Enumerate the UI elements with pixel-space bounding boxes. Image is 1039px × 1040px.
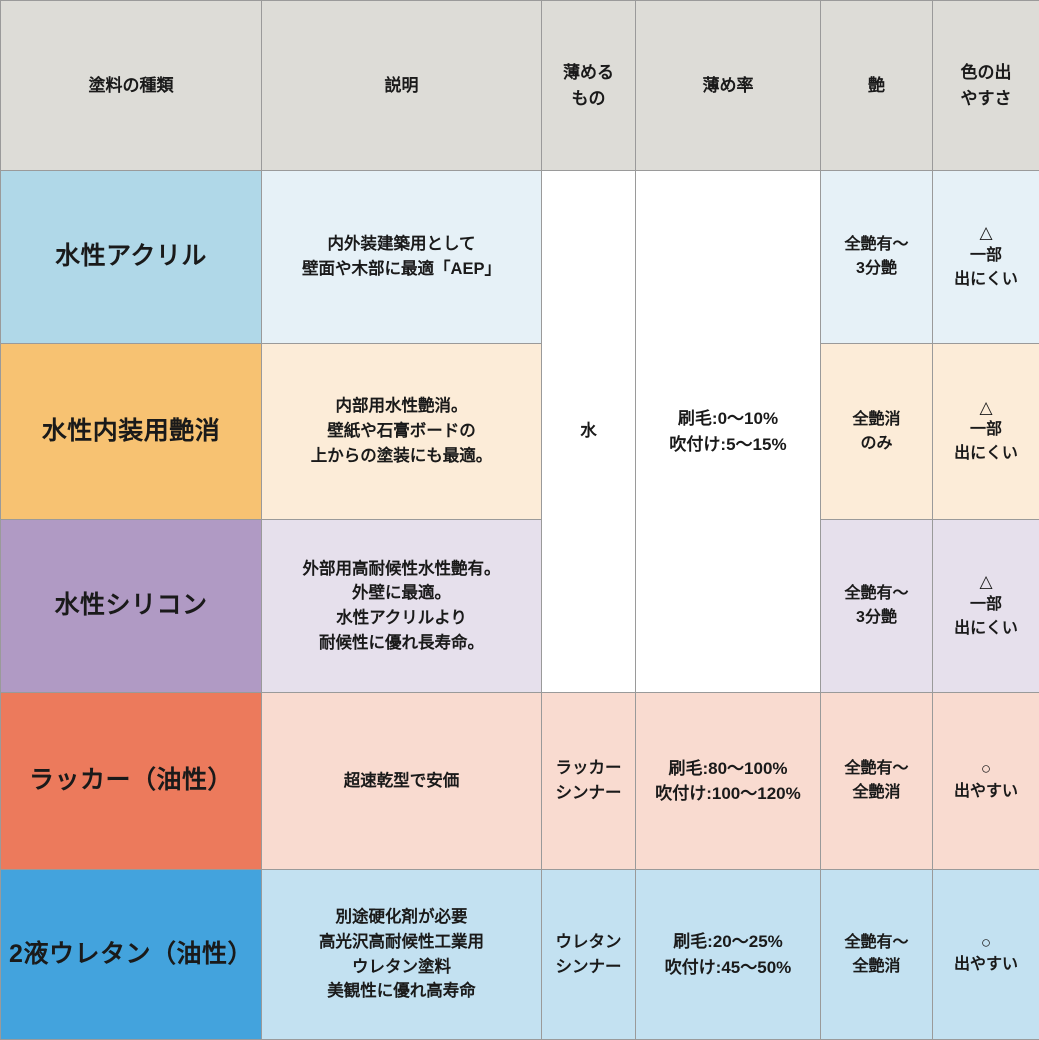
dilution-brush-line: 刷毛:80〜100% [640,756,816,782]
cell-paint-type: 水性シリコン [1,520,262,693]
color-ease-line: 一部 [937,593,1035,617]
header-color-ease-line1: 色の出 [937,60,1035,86]
color-ease-line: 一部 [937,418,1035,442]
header-thinner: 薄める もの [542,1,636,171]
circle-icon: ○ [937,932,1035,953]
color-ease-line: 出にくい [937,617,1035,641]
header-description: 説明 [262,1,542,171]
triangle-icon: △ [937,397,1035,418]
cell-thinner: ウレタン シンナー [542,870,636,1040]
gloss-line: 3分艶 [825,257,928,281]
cell-gloss: 全艶有〜 3分艶 [821,520,933,693]
color-ease-line: 出やすい [937,953,1035,977]
description-line: 内外装建築用として [266,232,537,257]
cell-gloss: 全艶有〜 全艶消 [821,693,933,870]
header-dilution-rate: 薄め率 [636,1,821,171]
gloss-line: 全艶消 [825,781,928,805]
color-ease-line: 出にくい [937,442,1035,466]
header-paint-type: 塗料の種類 [1,1,262,171]
gloss-line: 全艶有〜 [825,757,928,781]
cell-color-ease: ○ 出やすい [933,870,1039,1040]
gloss-line: 全艶有〜 [825,233,928,257]
cell-thinner-merged: 水 [542,171,636,693]
gloss-line: 全艶消 [825,955,928,979]
cell-gloss: 全艶有〜 3分艶 [821,171,933,344]
description-line: 上からの塗装にも最適。 [266,444,537,469]
cell-thinner: ラッカー シンナー [542,693,636,870]
circle-icon: ○ [937,758,1035,779]
table-header-row: 塗料の種類 説明 薄める もの 薄め率 艶 色の出 やすさ [1,1,1039,171]
cell-color-ease: △ 一部 出にくい [933,171,1039,344]
cell-dilution: 刷毛:20〜25% 吹付け:45〜50% [636,870,821,1040]
description-line: 内部用水性艶消。 [266,394,537,419]
dilution-spray-line: 吹付け:45〜50% [640,955,816,981]
header-color-ease-line2: やすさ [937,86,1035,112]
cell-color-ease: △ 一部 出にくい [933,520,1039,693]
cell-gloss: 全艶有〜 全艶消 [821,870,933,1040]
gloss-line: 全艶消 [825,408,928,432]
table-row: 水性シリコン 外部用高耐候性水性艶有。 外壁に最適。 水性アクリルより 耐候性に… [1,520,1039,693]
description-line: 壁紙や石膏ボードの [266,419,537,444]
cell-description: 外部用高耐候性水性艶有。 外壁に最適。 水性アクリルより 耐候性に優れ長寿命。 [262,520,542,693]
dilution-brush-line: 刷毛:0〜10% [640,406,816,432]
cell-description: 内部用水性艶消。 壁紙や石膏ボードの 上からの塗装にも最適。 [262,344,542,520]
dilution-brush-line: 刷毛:20〜25% [640,929,816,955]
cell-paint-type: 2液ウレタン（油性） [1,870,262,1040]
description-line: 耐候性に優れ長寿命。 [266,631,537,656]
triangle-icon: △ [937,571,1035,592]
header-color-ease: 色の出 やすさ [933,1,1039,171]
table-row: ラッカー（油性） 超速乾型で安価 ラッカー シンナー 刷毛:80〜100% 吹付… [1,693,1039,870]
gloss-line: のみ [825,432,928,456]
thinner-line: ウレタン [546,930,631,955]
description-line: 超速乾型で安価 [266,769,537,794]
header-thinner-line2: もの [546,86,631,112]
cell-dilution-merged: 刷毛:0〜10% 吹付け:5〜15% [636,171,821,693]
cell-gloss: 全艶消 のみ [821,344,933,520]
cell-description: 超速乾型で安価 [262,693,542,870]
dilution-spray-line: 吹付け:100〜120% [640,781,816,807]
description-line: 美観性に優れ高寿命 [266,979,537,1004]
color-ease-line: 一部 [937,244,1035,268]
header-gloss: 艶 [821,1,933,171]
header-thinner-line1: 薄める [546,60,631,86]
description-line: 外部用高耐候性水性艶有。 [266,557,537,582]
gloss-line: 全艶有〜 [825,582,928,606]
thinner-line: ラッカー [546,756,631,781]
gloss-line: 全艶有〜 [825,931,928,955]
dilution-spray-line: 吹付け:5〜15% [640,432,816,458]
table-row: 2液ウレタン（油性） 別途硬化剤が必要 高光沢高耐候性工業用 ウレタン塗料 美観… [1,870,1039,1040]
description-line: 水性アクリルより [266,606,537,631]
description-line: 外壁に最適。 [266,581,537,606]
table-row: 水性内装用艶消 内部用水性艶消。 壁紙や石膏ボードの 上からの塗装にも最適。 全… [1,344,1039,520]
cell-paint-type: 水性アクリル [1,171,262,344]
color-ease-line: 出やすい [937,780,1035,804]
description-line: 別途硬化剤が必要 [266,905,537,930]
cell-description: 別途硬化剤が必要 高光沢高耐候性工業用 ウレタン塗料 美観性に優れ高寿命 [262,870,542,1040]
triangle-icon: △ [937,222,1035,243]
color-ease-line: 出にくい [937,268,1035,292]
cell-color-ease: △ 一部 出にくい [933,344,1039,520]
cell-dilution: 刷毛:80〜100% 吹付け:100〜120% [636,693,821,870]
description-line: 壁面や木部に最適「AEP」 [266,257,537,282]
cell-color-ease: ○ 出やすい [933,693,1039,870]
description-line: ウレタン塗料 [266,955,537,980]
thinner-line: シンナー [546,781,631,806]
cell-paint-type: 水性内装用艶消 [1,344,262,520]
gloss-line: 3分艶 [825,606,928,630]
thinner-line: シンナー [546,955,631,980]
description-line: 高光沢高耐候性工業用 [266,930,537,955]
cell-description: 内外装建築用として 壁面や木部に最適「AEP」 [262,171,542,344]
cell-paint-type: ラッカー（油性） [1,693,262,870]
table-row: 水性アクリル 内外装建築用として 壁面や木部に最適「AEP」 水 刷毛:0〜10… [1,171,1039,344]
